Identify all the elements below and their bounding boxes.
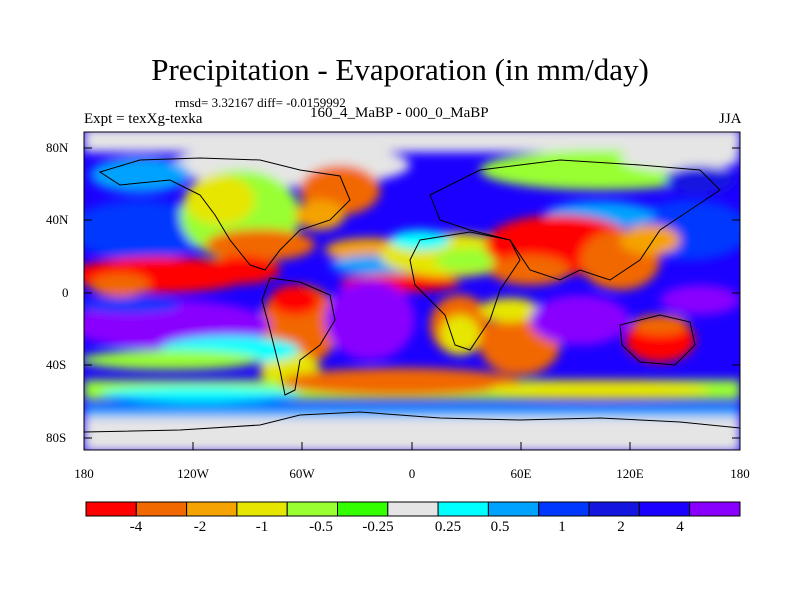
colorbar-tick-label: 0.5 xyxy=(490,519,510,535)
australia-orange xyxy=(632,315,688,335)
x-tick-label: 60W xyxy=(289,466,315,481)
npac-blue xyxy=(84,200,210,260)
safrica-yellow xyxy=(440,315,480,355)
stats-text: rmsd= 3.32167 diff= -0.0159992 xyxy=(175,95,346,110)
x-tick-label: 120W xyxy=(177,466,209,481)
colorbar-box-6 xyxy=(387,501,439,517)
colorbar-tick-label: -2 xyxy=(193,519,207,535)
colorbar-tick-label: -0.5 xyxy=(309,519,333,535)
na-east-amber xyxy=(295,200,345,230)
sam-red xyxy=(270,285,320,315)
colorbar-box-4 xyxy=(286,501,339,517)
axis-ticks xyxy=(83,147,741,450)
x-tick-label: 180 xyxy=(730,466,750,481)
y-tick-label: 80N xyxy=(46,140,69,155)
colorbar-tick-label: -0.25 xyxy=(362,519,394,535)
colorbar-box-7 xyxy=(437,501,489,517)
y-tick-label: 40S xyxy=(46,357,67,372)
sahel-green xyxy=(435,248,505,272)
wpac-purple xyxy=(660,285,740,315)
y-tick-label: 80S xyxy=(46,430,67,445)
x-tick-label: 60E xyxy=(510,466,532,481)
x-tick-label: 0 xyxy=(408,466,416,481)
trop-pac-orange xyxy=(90,273,150,297)
colorbar-tick-label: -4 xyxy=(129,519,143,535)
y-tick-label: 0 xyxy=(62,285,69,300)
japan-amber xyxy=(620,225,680,255)
colorbar-box-9 xyxy=(538,501,590,517)
colorbar-tick-label: 2 xyxy=(617,519,625,535)
colorbar-box-1 xyxy=(135,501,188,517)
alaska-blue xyxy=(90,157,190,193)
colorbar-tick-label: 1 xyxy=(558,519,566,535)
continent-outlines xyxy=(84,157,740,433)
so-cyan xyxy=(100,387,300,403)
colorbar-box-2 xyxy=(186,501,238,517)
npac-subtropic-orange xyxy=(205,229,315,261)
satl-purple xyxy=(325,280,415,360)
colorbar-tick-label: 4 xyxy=(676,519,684,535)
chart-title: Precipitation - Evaporation (in mm/day) xyxy=(151,52,649,87)
y-tick-label: 40N xyxy=(46,212,69,227)
so-yellow xyxy=(490,380,710,400)
outline-antarctica xyxy=(84,411,740,433)
x-tick-label: 120E xyxy=(616,466,644,481)
outline-australia xyxy=(619,314,696,366)
map-field xyxy=(84,132,740,450)
colorbar xyxy=(85,501,741,517)
colorbar-box-8 xyxy=(487,501,540,517)
ne-siberia-white xyxy=(620,144,740,172)
experiment-label: Expt = texXg-texka xyxy=(84,111,203,127)
colorbar-box-0 xyxy=(85,501,137,517)
outline-eurasia xyxy=(429,159,721,281)
colorbar-box-5 xyxy=(337,501,389,517)
epac-blue xyxy=(84,297,180,313)
colorbar-tick-label: 0.25 xyxy=(434,519,462,535)
periods-label: 160_4_MaBP - 000_0_MaBP xyxy=(310,105,489,121)
trop-pac-red-2 xyxy=(200,256,280,284)
so-blue xyxy=(84,405,740,417)
season-label: JJA xyxy=(719,111,742,127)
colorbar-box-12 xyxy=(689,501,741,517)
outline-south-america xyxy=(261,277,336,396)
spac-green xyxy=(84,350,260,370)
outline-north-america xyxy=(98,157,351,271)
indian-purple xyxy=(530,295,630,345)
colorbar-box-3 xyxy=(236,501,288,517)
field-blobs xyxy=(84,132,740,450)
colorbar-box-11 xyxy=(638,501,691,517)
colorbar-tick-label: -1 xyxy=(255,519,269,535)
colorbar-box-10 xyxy=(588,501,640,517)
na-yellow xyxy=(185,175,255,225)
so-orange xyxy=(280,368,520,396)
x-tick-label: 180 xyxy=(74,466,94,481)
